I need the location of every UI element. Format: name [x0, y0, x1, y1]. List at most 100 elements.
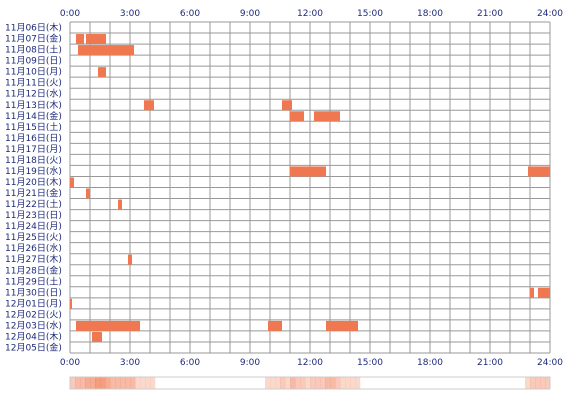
summary-strip — [69, 376, 551, 390]
row-label: 11月11日(火) — [5, 78, 62, 89]
row-label: 11月13日(木) — [5, 99, 62, 111]
row-label: 11月16日(日) — [5, 133, 62, 144]
x-tick-label-top: 18:00 — [417, 9, 443, 19]
strip-cell — [75, 377, 81, 389]
row-label: 11月10日(月) — [5, 67, 62, 78]
x-tick-label-top: 15:00 — [357, 9, 383, 19]
x-tick-label-top: 9:00 — [240, 9, 260, 19]
row-label: 12月02日(火) — [5, 309, 62, 320]
row-label: 12月01日(月) — [5, 298, 62, 309]
row-label: 11月17日(月) — [5, 144, 62, 155]
activity-bar — [530, 287, 534, 298]
activity-bar — [528, 166, 550, 177]
activity-bars — [70, 34, 550, 342]
row-label: 11月20日(木) — [5, 176, 62, 188]
strip-cell — [105, 377, 111, 389]
strip-cell — [545, 377, 551, 389]
row-label: 11月27日(木) — [5, 253, 62, 265]
strip-cell — [320, 377, 326, 389]
strip-cell — [125, 377, 131, 389]
strip-cell — [340, 377, 346, 389]
activity-bar — [326, 320, 334, 331]
x-tick-label-top: 21:00 — [477, 9, 503, 19]
strip-cell — [355, 377, 361, 389]
activity-bar — [76, 320, 114, 331]
strip-cell — [70, 377, 76, 389]
strip-cell — [80, 377, 86, 389]
activity-bar — [290, 111, 304, 122]
row-label: 11月06日(木) — [5, 22, 62, 34]
strip-cell — [275, 377, 281, 389]
row-label: 11月30日(日) — [5, 287, 62, 298]
activity-bar — [114, 320, 140, 331]
x-tick-label-bottom: 6:00 — [180, 358, 200, 368]
activity-bar — [334, 320, 358, 331]
x-tick-label-bottom: 0:00 — [60, 358, 80, 368]
strip-cell — [330, 377, 336, 389]
row-label: 11月21日(金) — [5, 187, 62, 199]
activity-bar — [282, 100, 292, 111]
strip-cell — [140, 377, 146, 389]
strip-cell — [535, 377, 541, 389]
row-label: 11月28日(金) — [5, 264, 62, 276]
row-label: 11月19日(水) — [5, 165, 62, 177]
x-tick-label-top: 6:00 — [180, 9, 200, 19]
strip-cell — [110, 377, 116, 389]
strip-cell — [310, 377, 316, 389]
strip-cell — [145, 377, 151, 389]
activity-bar — [70, 298, 72, 309]
activity-bar — [128, 254, 132, 265]
activity-bar — [70, 177, 74, 188]
activity-bar — [98, 67, 106, 78]
strip-cell — [265, 377, 271, 389]
row-label: 11月14日(金) — [5, 110, 62, 122]
activity-bar — [86, 188, 90, 199]
strip-cell — [285, 377, 291, 389]
activity-bar — [290, 166, 326, 177]
strip-cell — [100, 377, 106, 389]
activity-bar — [268, 320, 282, 331]
strip-cell — [350, 377, 356, 389]
row-label: 11月22日(土) — [5, 198, 62, 210]
activity-bar — [78, 45, 134, 56]
activity-bar — [314, 111, 340, 122]
x-tick-label-bottom: 9:00 — [240, 358, 260, 368]
strip-cell — [540, 377, 546, 389]
row-label: 12月05日(金) — [5, 342, 62, 354]
row-label: 11月25日(火) — [5, 232, 62, 243]
strip-cell — [315, 377, 321, 389]
activity-bar — [144, 100, 154, 111]
x-tick-label-bottom: 15:00 — [357, 358, 383, 368]
x-tick-label-top: 3:00 — [120, 9, 140, 19]
row-label: 11月24日(月) — [5, 221, 62, 232]
strip-border — [69, 376, 551, 390]
x-tick-label-bottom: 3:00 — [120, 358, 140, 368]
x-axis-bottom-ticks: 0:00 3:00 6:00 9:00 12:00 15:00 18:00 21:00 24:0… — [60, 358, 563, 368]
activity-bar — [92, 331, 102, 342]
strip-cell — [290, 377, 296, 389]
strip-cell — [525, 377, 531, 389]
grid — [69, 21, 551, 354]
x-tick-label-bottom: 21:00 — [477, 358, 503, 368]
activity-bar — [86, 34, 106, 45]
x-tick-label-bottom: 18:00 — [417, 358, 443, 368]
row-label: 11月23日(日) — [5, 210, 62, 221]
strip-cell — [115, 377, 121, 389]
x-axis-top-ticks: 0:00 3:00 6:00 9:00 12:00 15:00 18:00 21:00 24:0… — [60, 9, 563, 19]
strip-cell — [300, 377, 306, 389]
strip-cell — [295, 377, 301, 389]
x-tick-label-bottom: 24:00 — [537, 358, 563, 368]
x-tick-label-top: 24:00 — [537, 9, 563, 19]
activity-bar — [118, 199, 122, 210]
strip-cell — [335, 377, 341, 389]
strip-cell — [270, 377, 276, 389]
strip-cell — [280, 377, 286, 389]
activity-bar — [538, 287, 550, 298]
row-label: 11月07日(金) — [5, 33, 62, 45]
row-label: 11月08日(土) — [5, 44, 62, 56]
row-labels: 11月06日(木)11月07日(金)11月08日(土)11月09日(日)11月1… — [5, 22, 62, 354]
strip-cell — [90, 377, 96, 389]
row-label: 11月26日(水) — [5, 242, 62, 254]
x-tick-label-top: 12:00 — [297, 9, 323, 19]
strip-cell — [135, 377, 141, 389]
